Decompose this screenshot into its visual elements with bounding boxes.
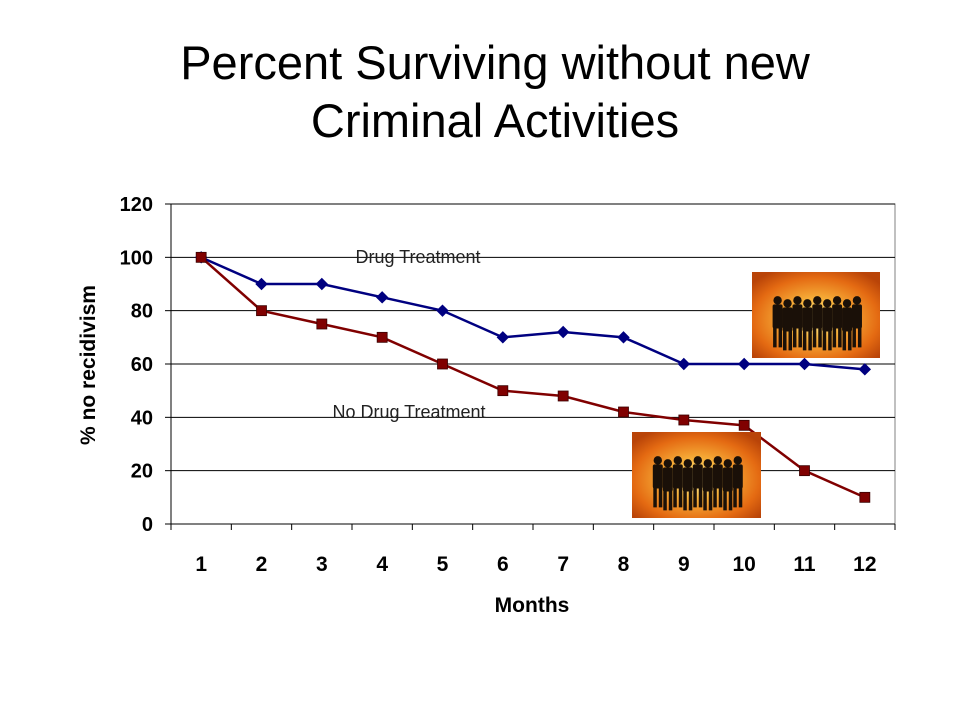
title-line-1: Percent Surviving without new xyxy=(180,36,810,89)
person-silhouette xyxy=(682,459,693,511)
person-silhouette xyxy=(851,296,862,348)
slide-title: Percent Surviving without new Criminal A… xyxy=(0,34,960,150)
person-silhouette xyxy=(832,296,843,348)
person-silhouette xyxy=(772,296,783,348)
data-point xyxy=(256,305,267,317)
person-silhouette xyxy=(732,456,743,508)
data-point xyxy=(437,358,448,370)
data-point xyxy=(618,406,629,418)
y-tick-label: 80 xyxy=(131,301,153,323)
data-point xyxy=(497,385,509,397)
series-drug-treatment xyxy=(194,251,872,376)
data-point xyxy=(678,414,690,426)
data-point xyxy=(617,331,630,344)
person-silhouette xyxy=(822,299,833,351)
data-point xyxy=(799,465,810,477)
series-line xyxy=(200,256,865,371)
people-silhouette-image xyxy=(632,432,761,518)
x-tick-label: 4 xyxy=(376,553,388,576)
data-point xyxy=(677,357,691,371)
data-point xyxy=(496,331,510,344)
person-silhouette xyxy=(792,296,803,348)
y-tick-label: 0 xyxy=(142,514,153,536)
x-tick-label: 10 xyxy=(732,553,755,576)
data-point xyxy=(316,318,328,330)
person-silhouette xyxy=(672,456,683,508)
x-tick-label: 9 xyxy=(678,553,690,576)
person-silhouette xyxy=(692,456,703,508)
data-point xyxy=(436,304,449,317)
data-point xyxy=(737,357,751,371)
y-tick-label: 20 xyxy=(131,461,153,483)
person-silhouette xyxy=(842,299,853,351)
x-axis-title: Months xyxy=(495,594,570,617)
person-silhouette xyxy=(712,456,723,508)
x-tick-label: 6 xyxy=(497,553,509,576)
data-point xyxy=(376,331,388,343)
data-point xyxy=(255,277,268,291)
data-point xyxy=(798,357,811,371)
person-silhouette xyxy=(662,459,673,511)
x-tick-label: 11 xyxy=(793,553,816,576)
person-silhouette xyxy=(652,456,663,508)
series-label-no-drug-treatment: No Drug Treatment xyxy=(332,402,485,422)
x-tick-label: 7 xyxy=(557,553,569,576)
person-silhouette xyxy=(722,459,733,511)
x-tick-label: 2 xyxy=(256,553,268,576)
person-silhouette xyxy=(782,299,793,351)
person-silhouette xyxy=(812,296,823,348)
people-silhouette-image xyxy=(752,272,880,358)
data-point xyxy=(556,325,570,339)
x-tick-label: 8 xyxy=(618,553,630,576)
x-tick-label: 12 xyxy=(853,553,876,576)
x-tick-label: 1 xyxy=(195,553,207,576)
x-tick-label: 5 xyxy=(437,553,449,576)
data-point xyxy=(738,419,750,431)
y-tick-label: 60 xyxy=(131,354,153,376)
data-point xyxy=(859,491,871,503)
y-axis-title: % no recidivism xyxy=(77,285,100,445)
data-point xyxy=(195,251,207,263)
data-point xyxy=(375,291,389,304)
person-silhouette xyxy=(702,459,713,511)
x-tick-label: 3 xyxy=(316,553,328,576)
person-silhouette xyxy=(802,299,813,351)
y-tick-label: 40 xyxy=(131,407,153,429)
data-point xyxy=(315,277,329,291)
title-line-2: Criminal Activities xyxy=(310,94,680,147)
y-tick-label: 120 xyxy=(120,194,153,216)
y-tick-label: 100 xyxy=(120,247,153,269)
series-label-drug-treatment: Drug Treatment xyxy=(355,247,480,267)
data-point xyxy=(557,390,569,402)
data-point xyxy=(858,363,872,376)
